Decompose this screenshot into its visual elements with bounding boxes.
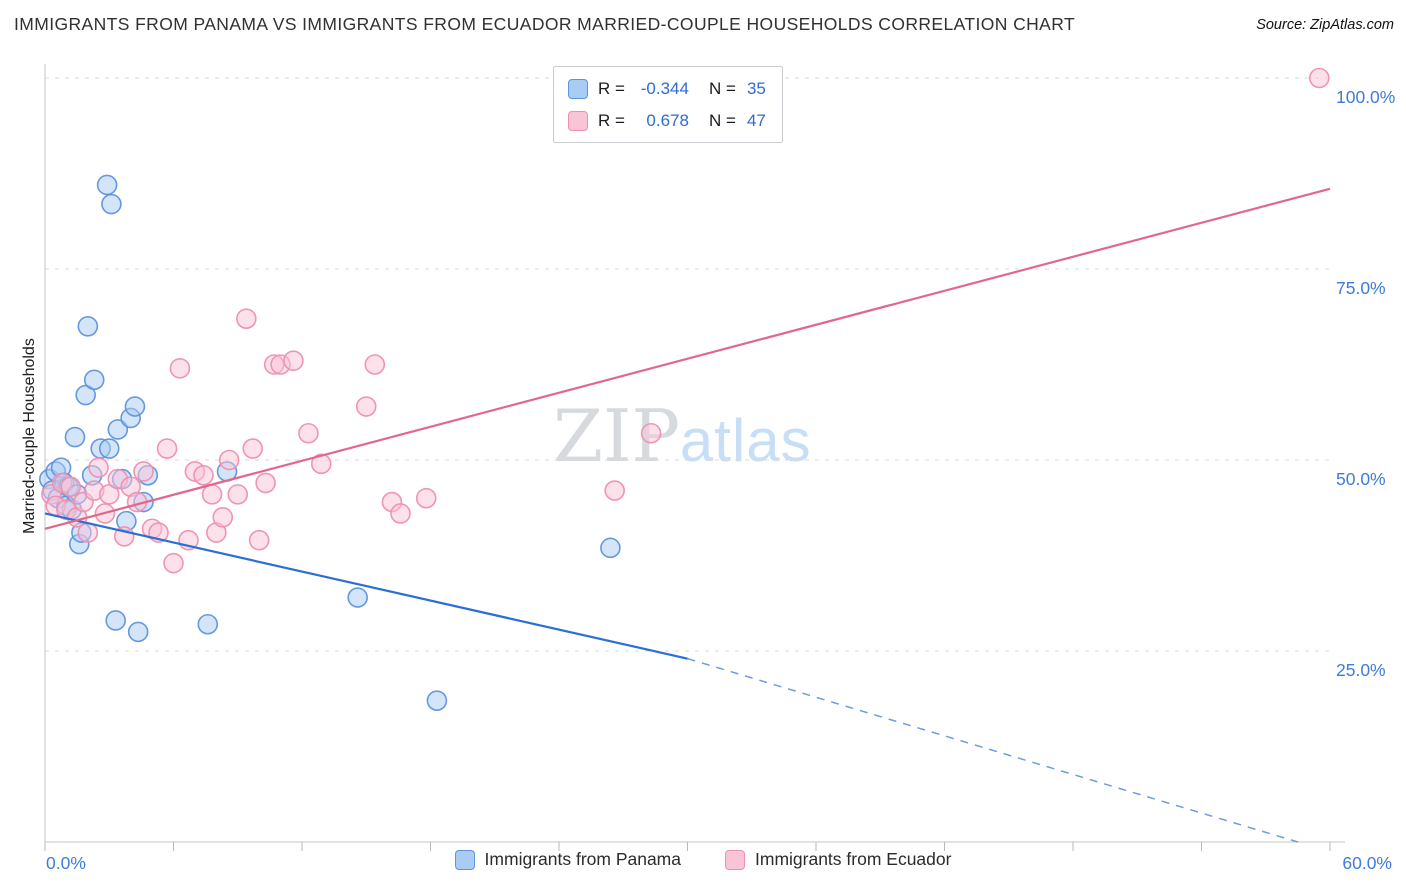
scatter-point-panama <box>64 426 86 448</box>
scatter-point-ecuador <box>156 438 178 459</box>
page-title: IMMIGRANTS FROM PANAMA VS IMMIGRANTS FRO… <box>14 14 1076 34</box>
scatter-point-ecuador <box>310 453 332 475</box>
scatter-point-panama <box>101 193 122 215</box>
watermark: ZIPatlas <box>553 394 812 478</box>
scatter-point-ecuador <box>604 480 625 501</box>
scatter-point-ecuador <box>248 529 270 551</box>
r-label: R = <box>598 110 625 130</box>
scatter-point-panama <box>98 438 120 459</box>
scatter-point-ecuador <box>227 484 249 505</box>
ecuador-legend-swatch <box>725 849 745 870</box>
x-max-label: 60.0% <box>1342 853 1392 873</box>
scatter-point-panama <box>124 396 146 417</box>
ecuador-swatch <box>568 110 588 131</box>
r-label: R = <box>598 78 625 98</box>
panama-legend-swatch <box>454 849 475 870</box>
scatter-point-panama <box>426 690 448 711</box>
scatter-point-ecuador <box>193 464 214 486</box>
correlation-legend: R = -0.344 N = 35 R = 0.678 N = 47 <box>553 66 783 143</box>
x-min-label: 0.0% <box>46 853 86 873</box>
trend-line-ecuador <box>44 187 1331 530</box>
scatter-point-panama <box>96 174 118 196</box>
scatter-point-ecuador <box>218 449 240 471</box>
ecuador-r-value: 0.678 <box>646 110 689 130</box>
scatter-point-ecuador <box>283 350 304 371</box>
scatter-point-ecuador <box>77 522 99 543</box>
scatter-point-panama <box>107 419 129 440</box>
scatter-point-panama <box>77 315 99 337</box>
y-tick-label-100: 100.0% <box>1336 87 1395 107</box>
scatter-point-ecuador <box>355 396 377 417</box>
scatter-point-ecuador <box>201 484 223 505</box>
scatter-point-ecuador <box>212 506 234 528</box>
scatter-point-ecuador <box>98 484 120 505</box>
legend-row-panama: R = -0.344 N = 35 <box>568 75 766 102</box>
panama-swatch <box>568 78 588 99</box>
scatter-point-ecuador <box>364 354 386 375</box>
ecuador-n-value: 47 <box>746 110 766 130</box>
scatter-point-ecuador <box>133 461 154 482</box>
scatter-point-ecuador <box>298 422 319 444</box>
scatter-point-ecuador <box>88 457 109 478</box>
ecuador-legend-label: Immigrants from Ecuador <box>755 849 952 869</box>
y-tick-label-75: 75.0% <box>1336 278 1386 298</box>
watermark-atlas: atlas <box>679 407 812 474</box>
scatter-point-panama <box>197 613 219 635</box>
panama-n-value: 35 <box>746 78 766 98</box>
scatter-point-panama <box>105 610 126 631</box>
panama-legend-item: Immigrants from Panama <box>454 849 681 870</box>
scatter-point-panama <box>347 587 368 608</box>
scatter-point-panama <box>127 621 149 643</box>
y-tick-label-25: 25.0% <box>1336 660 1386 680</box>
y-tick-label-50: 50.0% <box>1336 469 1386 489</box>
n-label: N = <box>708 78 736 98</box>
series-legend: Immigrants from Panama Immigrants from E… <box>0 849 1406 870</box>
scatter-point-ecuador <box>60 476 81 498</box>
scatter-point-ecuador <box>242 438 264 459</box>
scatter-point-ecuador <box>236 308 257 329</box>
panama-legend-label: Immigrants from Panama <box>484 849 681 869</box>
scatter-point-panama <box>83 369 105 391</box>
ecuador-legend-item: Immigrants from Ecuador <box>725 849 951 870</box>
legend-row-ecuador: R = 0.678 N = 47 <box>568 107 766 134</box>
scatter-point-ecuador <box>640 422 662 444</box>
scatter-point-ecuador <box>255 472 276 494</box>
trend-line-panama-extrapolated <box>687 657 1299 843</box>
scatter-point-ecuador <box>1308 67 1330 89</box>
scatter-point-ecuador <box>169 358 191 379</box>
trend-line-panama <box>44 512 688 660</box>
n-label: N = <box>708 110 736 130</box>
scatter-point-ecuador <box>415 487 437 509</box>
scatter-point-ecuador <box>390 503 411 524</box>
scatter-point-panama <box>75 384 96 406</box>
scatter-point-panama <box>600 537 621 559</box>
scatter-point-ecuador <box>163 552 184 574</box>
panama-r-value: -0.344 <box>640 78 689 98</box>
source-attribution: Source: ZipAtlas.com <box>1256 17 1394 33</box>
